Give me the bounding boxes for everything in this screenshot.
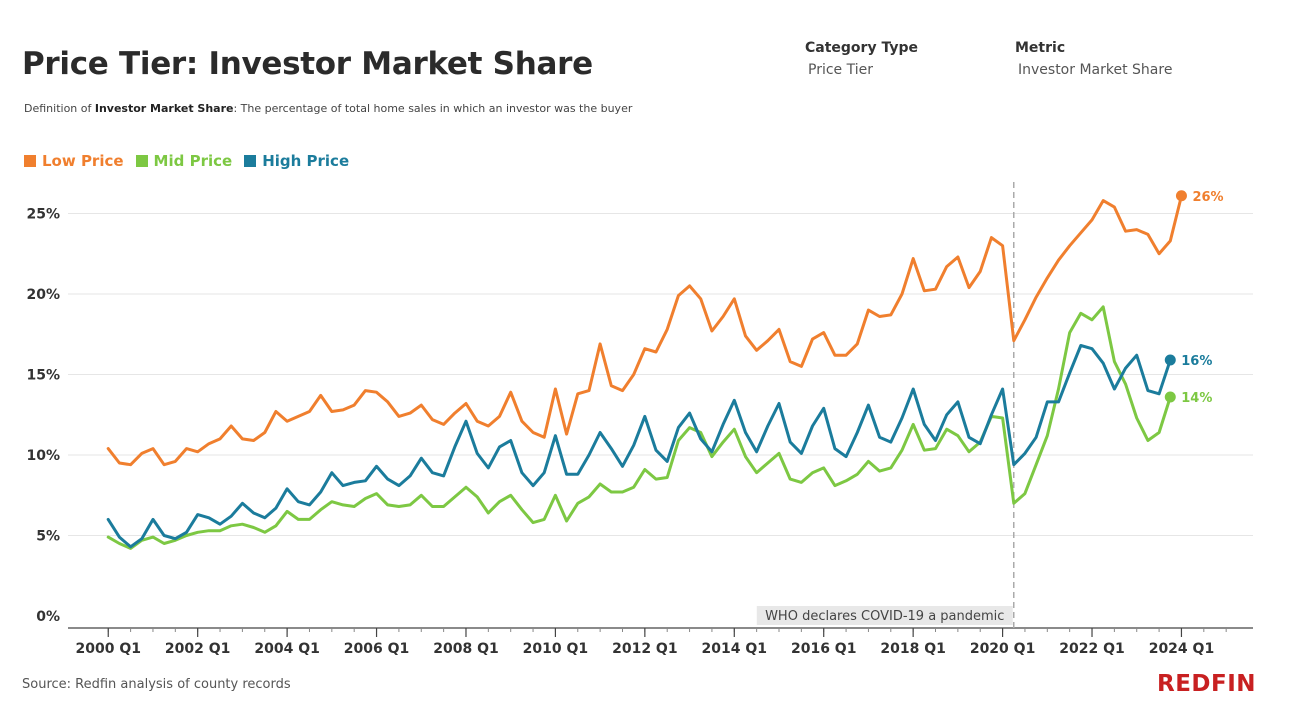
x-tick-label: 2004 Q1 bbox=[254, 641, 319, 657]
legend-swatch-mid bbox=[135, 155, 148, 167]
y-tick-label: 20% bbox=[26, 287, 60, 303]
end-point-mid bbox=[1164, 391, 1176, 403]
y-tick-label: 10% bbox=[26, 448, 60, 464]
definition-text: : The percentage of total home sales in … bbox=[233, 102, 633, 115]
y-tick-label: 15% bbox=[26, 368, 60, 384]
legend-item-low-price[interactable]: Low Price bbox=[24, 152, 124, 170]
x-tick-label: 2016 Q1 bbox=[791, 641, 856, 657]
metric-value[interactable]: Investor Market Share bbox=[1018, 62, 1173, 78]
x-tick-label: 2006 Q1 bbox=[344, 641, 409, 657]
redfin-logo: REDFIN bbox=[1157, 671, 1257, 697]
category-type-value[interactable]: Price Tier bbox=[808, 62, 873, 78]
legend-item-mid-price[interactable]: Mid Price bbox=[135, 152, 233, 170]
pandemic-annotation: WHO declares COVID-19 a pandemic bbox=[765, 609, 1004, 624]
legend-swatch-low bbox=[24, 155, 36, 167]
metric-filter[interactable]: Metric Investor Market Share bbox=[1015, 40, 1172, 78]
legend-label-mid: Mid Price bbox=[153, 152, 233, 170]
x-tick-label: 2018 Q1 bbox=[880, 641, 945, 657]
series-line-mid bbox=[106, 305, 1172, 550]
page-title: Price Tier: Investor Market Share bbox=[22, 46, 593, 82]
end-label-mid: 14% bbox=[1181, 391, 1212, 406]
metric-label: Metric bbox=[1015, 40, 1066, 56]
legend-label-low: Low Price bbox=[42, 152, 124, 170]
end-label-low: 26% bbox=[1192, 190, 1223, 205]
x-tick-label: 2020 Q1 bbox=[970, 641, 1035, 657]
end-point-low bbox=[1175, 190, 1187, 202]
x-tick-label: 2024 Q1 bbox=[1149, 641, 1214, 657]
series-line-high bbox=[106, 344, 1172, 549]
end-label-high: 16% bbox=[1181, 354, 1212, 369]
metric-definition: Definition of Investor Market Share: The… bbox=[24, 102, 632, 115]
end-point-high bbox=[1164, 354, 1176, 366]
y-tick-label: 25% bbox=[26, 207, 60, 223]
source-note: Source: Redfin analysis of county record… bbox=[22, 677, 291, 692]
x-tick-label: 2022 Q1 bbox=[1059, 641, 1124, 657]
definition-prefix: Definition of bbox=[24, 102, 95, 115]
x-tick-label: 2002 Q1 bbox=[165, 641, 230, 657]
legend-swatch-high bbox=[244, 155, 257, 167]
chart-legend: Low Price Mid Price High Price bbox=[24, 152, 349, 170]
x-tick-label: 2000 Q1 bbox=[76, 641, 141, 657]
legend-label-high: High Price bbox=[262, 152, 350, 170]
category-type-label: Category Type bbox=[805, 40, 918, 56]
series-line-low bbox=[106, 194, 1183, 467]
x-tick-label: 2014 Q1 bbox=[702, 641, 767, 657]
category-type-filter[interactable]: Category Type Price Tier bbox=[805, 40, 918, 78]
annotation-background bbox=[756, 606, 1013, 625]
x-tick-label: 2012 Q1 bbox=[612, 641, 677, 657]
y-tick-label: 5% bbox=[36, 529, 60, 545]
definition-term: Investor Market Share bbox=[94, 102, 234, 115]
y-tick-label: 0% bbox=[36, 609, 60, 625]
legend-item-high-price[interactable]: High Price bbox=[244, 152, 349, 170]
x-tick-label: 2010 Q1 bbox=[523, 641, 588, 657]
x-tick-label: 2008 Q1 bbox=[433, 641, 498, 657]
